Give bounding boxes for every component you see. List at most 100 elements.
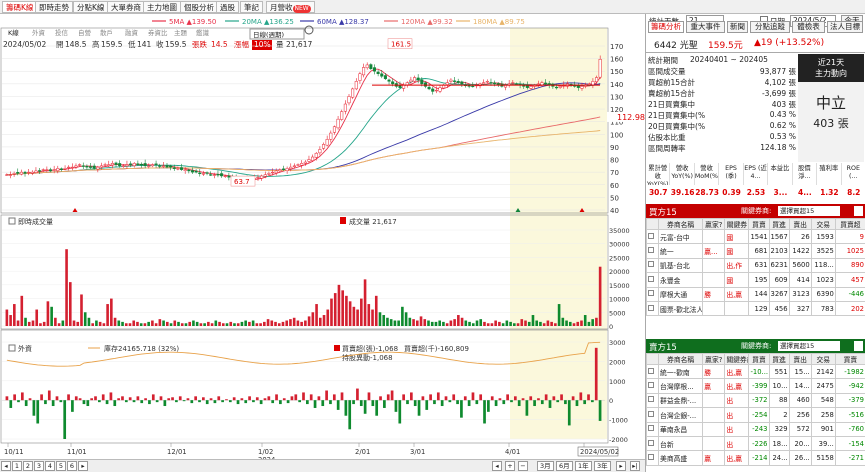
zoom-range-button[interactable]: 6月: [556, 461, 573, 471]
panel-tab[interactable]: 重大事件: [686, 21, 725, 33]
row-checkbox[interactable]: [648, 396, 654, 403]
collapse-icon[interactable]: [8, 217, 16, 225]
sell-broker-row[interactable]: 台灣摩根... 贏出,贏 -399 10... 14... 2475 -942: [645, 378, 865, 394]
top-tab[interactable]: 籌碼K線: [2, 1, 38, 13]
column-header[interactable]: [645, 353, 660, 365]
sell-broker-row[interactable]: 台灣企銀-... 出 -254 2 256 258 -516: [645, 407, 865, 423]
top-tab[interactable]: 主力地圖: [143, 1, 181, 13]
scroll-end-icon[interactable]: ▸|: [630, 461, 640, 471]
row-checkbox-cell[interactable]: [645, 228, 660, 245]
scroll-right-icon[interactable]: ▸: [616, 461, 626, 471]
row-checkbox-cell[interactable]: [645, 392, 660, 409]
panel-tab[interactable]: 新聞: [727, 21, 748, 33]
row-checkbox-cell[interactable]: [645, 421, 660, 437]
page-button[interactable]: 4: [45, 461, 55, 471]
column-header[interactable]: 買賣: [748, 353, 770, 365]
buy-broker-row[interactable]: 元富-台中 國 1541 1567 26 1593 9: [645, 228, 865, 245]
column-header[interactable]: 買進: [768, 218, 790, 230]
zoom-range-button[interactable]: 3月: [537, 461, 554, 471]
row-checkbox[interactable]: [648, 367, 654, 374]
row-checkbox[interactable]: [648, 275, 654, 282]
row-checkbox-cell[interactable]: [645, 450, 660, 466]
row-checkbox-cell[interactable]: [645, 378, 660, 394]
toolbar-item[interactable]: 券資比: [148, 28, 168, 37]
buy-broker-row[interactable]: 摩根大通勝出,贏 144 3267 3123 6390 -446: [645, 286, 865, 302]
top-tab[interactable]: 大單券商: [107, 1, 145, 13]
panel-tab[interactable]: 籌碼分析: [648, 21, 684, 33]
page-button[interactable]: 6: [67, 461, 77, 471]
sell-broker-row[interactable]: 統一-歡南勝出,贏 -10... 551 15... 2142 -1982: [645, 363, 865, 380]
buy-broker-row[interactable]: 統一 贏... 國 681 2103 1422 3525 1025: [645, 243, 865, 259]
sell-broker-row[interactable]: 華南永昌 出 -243 329 572 901 -760: [645, 421, 865, 437]
column-header[interactable]: 關鍵券商: [724, 353, 750, 365]
top-tab[interactable]: 個股分析: [180, 1, 218, 13]
row-checkbox-cell[interactable]: [645, 435, 660, 452]
row-checkbox-cell[interactable]: [645, 300, 660, 317]
collapse-icon[interactable]: [8, 344, 16, 352]
buy-broker-row[interactable]: 永豐金 國 195 609 414 1023 457: [645, 272, 865, 288]
buy-broker-row[interactable]: 凱基-台北 出,作 631 6231 5600 118... 890: [645, 257, 865, 274]
toolbar-item[interactable]: 鑑識: [196, 28, 210, 37]
page-button[interactable]: 5: [56, 461, 66, 471]
zoom-range-button[interactable]: 1年: [575, 461, 592, 471]
row-checkbox[interactable]: [648, 232, 654, 239]
column-header[interactable]: 買賣超: [834, 218, 865, 230]
top-tab[interactable]: 即時走勢: [35, 1, 73, 13]
toolbar-item[interactable]: K線: [8, 28, 19, 37]
row-checkbox[interactable]: [648, 425, 654, 432]
column-header[interactable]: 贏家?: [702, 218, 726, 230]
row-checkbox-cell[interactable]: [645, 272, 660, 288]
column-header[interactable]: 贏家?: [702, 353, 726, 365]
page-button[interactable]: 3: [34, 461, 44, 471]
row-checkbox[interactable]: [648, 304, 654, 311]
column-header[interactable]: 買賣: [834, 353, 865, 365]
row-checkbox[interactable]: [648, 261, 654, 268]
row-checkbox-cell[interactable]: [645, 257, 660, 274]
row-checkbox[interactable]: [648, 410, 654, 417]
row-checkbox-cell[interactable]: [645, 363, 660, 380]
buy-broker-row[interactable]: 國票-歡北法人 129 456 327 783 202: [645, 300, 865, 317]
top-tab[interactable]: 月營收 NEW: [266, 1, 315, 13]
column-header[interactable]: 關鍵券: [724, 218, 750, 230]
key-broker-select[interactable]: 選擇買超15: [778, 206, 840, 216]
column-header[interactable]: 買賣: [748, 218, 770, 230]
row-checkbox[interactable]: [648, 290, 654, 297]
zoom-range-button[interactable]: 3年: [594, 461, 611, 471]
toolbar-item[interactable]: 外資: [32, 28, 46, 37]
period-select[interactable]: [249, 28, 305, 40]
panel-tab[interactable]: 分點追蹤: [750, 21, 790, 33]
toolbar-item[interactable]: 投信: [55, 28, 69, 37]
panel-tab[interactable]: 體檢表: [792, 21, 825, 33]
row-checkbox[interactable]: [648, 439, 654, 446]
sell-broker-row[interactable]: 群益金鼎-... 出 -372 88 460 548 -379: [645, 392, 865, 409]
zoom-in-icon[interactable]: +: [505, 461, 515, 471]
column-header[interactable]: 賣出: [788, 353, 812, 365]
column-header[interactable]: 券商名稱: [658, 218, 704, 230]
page-next-button[interactable]: ▸: [78, 461, 88, 471]
panel-tab[interactable]: 法人目標: [827, 21, 863, 33]
key-broker-select-sell[interactable]: 選擇買超15: [778, 341, 840, 351]
top-tab[interactable]: 分點K線: [73, 1, 109, 13]
row-checkbox-cell[interactable]: [645, 286, 660, 302]
scroll-left-icon[interactable]: ◂: [492, 461, 502, 471]
zoom-out-icon[interactable]: −: [518, 461, 528, 471]
row-checkbox[interactable]: [648, 382, 654, 389]
column-header[interactable]: 券商名稱: [658, 353, 704, 365]
top-tab[interactable]: 筆記: [240, 1, 263, 13]
sell-broker-row[interactable]: 美商高盛贏出,贏 -214 24... 26... 5158 -271: [645, 450, 865, 466]
toolbar-item[interactable]: 主題: [174, 28, 188, 37]
column-header[interactable]: 賣出: [788, 218, 812, 230]
column-header[interactable]: 買進: [768, 353, 790, 365]
toolbar-item[interactable]: 散戶: [100, 28, 113, 37]
row-checkbox[interactable]: [648, 247, 654, 254]
toolbar-item[interactable]: 融資: [125, 28, 139, 37]
column-header[interactable]: [645, 218, 660, 230]
expand-icon[interactable]: [854, 341, 863, 351]
page-button[interactable]: 1: [12, 461, 22, 471]
sell-broker-row[interactable]: 台新 出 -226 18... 20... 39... -154: [645, 435, 865, 452]
gear-icon[interactable]: [304, 25, 314, 35]
row-checkbox[interactable]: [648, 454, 654, 461]
top-tab[interactable]: 過股: [216, 1, 239, 13]
page-prev-button[interactable]: ◂: [1, 461, 11, 471]
page-button[interactable]: 2: [23, 461, 33, 471]
